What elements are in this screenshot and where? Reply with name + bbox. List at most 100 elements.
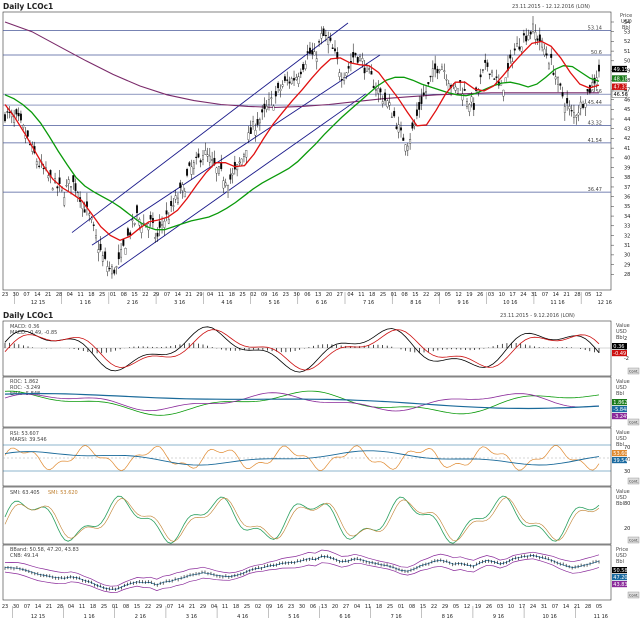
- candle-body: [202, 155, 204, 160]
- continuous-button-label: Cont.: [629, 421, 639, 425]
- date-tick-label: 04: [207, 292, 213, 298]
- axis-caption-line: Bbl: [622, 25, 630, 31]
- date-tick-label: 04: [354, 604, 360, 610]
- month-label: 10 16: [543, 614, 557, 620]
- axis-caption-line: USD: [616, 495, 627, 501]
- continuous-button: [627, 367, 640, 375]
- axis-caption-line: Bbl: [616, 501, 624, 507]
- candle-body: [381, 101, 384, 105]
- macd-date-range: 23.11.2015 - 9.12.2016 (LON): [500, 313, 575, 319]
- price-badge: [612, 83, 627, 90]
- candle-body: [38, 165, 41, 167]
- candle-body: [56, 186, 59, 189]
- month-label: 7 16: [363, 300, 374, 306]
- candle-body: [550, 53, 553, 58]
- candle-body: [108, 267, 111, 270]
- date-tick-label: 18: [376, 604, 382, 610]
- bollinger-upper-band: [4, 549, 600, 587]
- date-tick-label: 28: [574, 292, 580, 298]
- candle-body: [443, 70, 446, 73]
- candle-body: [15, 109, 18, 115]
- price-tick-label: 30: [624, 253, 630, 259]
- continuous-button: [627, 536, 640, 544]
- candle-body: [124, 248, 127, 255]
- date-tick-label: 24: [520, 292, 526, 298]
- month-label: 1 16: [84, 614, 95, 620]
- candle-body: [90, 217, 93, 220]
- candle-body: [220, 163, 223, 170]
- value-badge: [612, 581, 627, 588]
- candle-body: [170, 201, 173, 206]
- price-badge: [612, 65, 627, 73]
- candle-body: [409, 139, 412, 144]
- candle-body: [356, 57, 359, 63]
- macd-legend-1: MACD: 0.36: [10, 324, 39, 330]
- sto-legend: SMI: 63.405: [10, 490, 40, 496]
- month-label: 4 16: [221, 300, 232, 306]
- candle-body: [525, 35, 528, 42]
- date-tick-label: 09: [266, 604, 272, 610]
- value-badge: [612, 343, 627, 350]
- date-tick-label: 17: [509, 292, 515, 298]
- candle-body: [538, 34, 541, 43]
- candle-body: [340, 79, 343, 81]
- candle-body: [99, 243, 102, 251]
- month-label: 4 16: [237, 614, 248, 620]
- candle-body: [247, 132, 250, 140]
- price-tick-label: 38: [624, 175, 630, 181]
- candle-body: [95, 235, 97, 239]
- date-tick-label: 19: [475, 604, 481, 610]
- candle-body: [88, 213, 91, 216]
- date-tick-label: 20: [332, 604, 338, 610]
- axis-caption-line: Value: [616, 323, 630, 329]
- candle-body: [149, 215, 152, 220]
- month-label: 2 16: [127, 300, 138, 306]
- candle-body: [561, 92, 564, 97]
- date-tick-label: 30: [293, 292, 299, 298]
- value-badge: [612, 399, 627, 406]
- candle-body: [370, 71, 373, 75]
- candle-body: [279, 88, 282, 92]
- candle-body: [222, 180, 225, 189]
- price-tick-label: 45: [624, 107, 630, 113]
- candle-body: [406, 145, 409, 151]
- candle-body: [577, 112, 580, 116]
- candle-body: [35, 161, 38, 165]
- candle-body: [281, 84, 284, 87]
- candle-body: [375, 89, 377, 91]
- value-badge: [612, 567, 627, 574]
- smi-line: [4, 495, 600, 544]
- candle-body: [466, 101, 468, 107]
- candle-body: [402, 137, 405, 141]
- candle-body: [522, 33, 525, 36]
- candle-body: [22, 125, 25, 128]
- month-label: 11 16: [594, 614, 608, 620]
- candle-body: [347, 66, 350, 69]
- macd-legend-2: MACD: -0.49, -0.85: [10, 330, 57, 336]
- candle-body: [136, 205, 138, 214]
- candle-body: [177, 197, 179, 204]
- candle-body: [272, 105, 275, 111]
- sma-red-line: [4, 40, 600, 242]
- candle-body: [211, 159, 214, 161]
- continuous-button-label: Cont.: [629, 480, 639, 484]
- candle-body: [400, 127, 402, 131]
- candle-body: [379, 88, 382, 93]
- value-badge-label: 47.20: [613, 575, 627, 581]
- candle-body: [516, 43, 519, 47]
- candle-body: [541, 39, 544, 48]
- date-tick-label: 14: [178, 604, 184, 610]
- value-badge: [612, 450, 627, 457]
- candle-body: [359, 56, 361, 61]
- date-tick-label: 02: [250, 292, 256, 298]
- axis-caption-line: Value: [616, 489, 630, 495]
- axis-caption-line: USD: [616, 385, 627, 391]
- candle-body: [318, 41, 321, 43]
- date-tick-label: 30: [13, 292, 19, 298]
- candle-body: [67, 179, 70, 184]
- date-tick-label: 01: [112, 604, 118, 610]
- date-tick-label: 05: [585, 292, 591, 298]
- level-label: 50.6: [591, 50, 602, 56]
